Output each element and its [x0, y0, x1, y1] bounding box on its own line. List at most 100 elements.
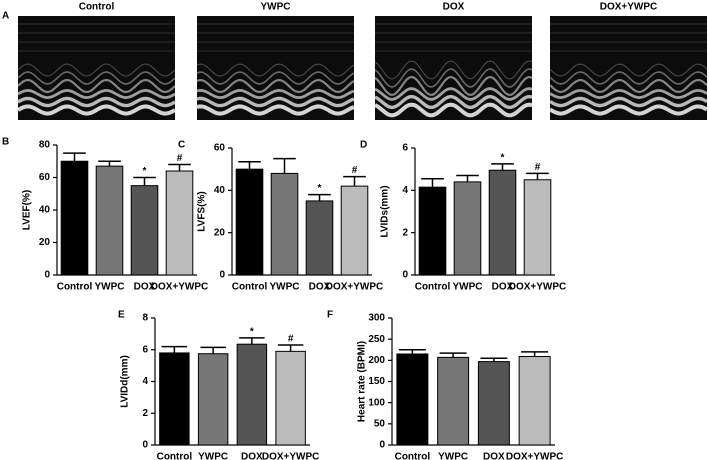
y-tick-label: 2 [402, 227, 408, 238]
bar [130, 185, 159, 276]
bar [437, 356, 470, 446]
y-tick-label: 50 [374, 418, 386, 429]
y-tick-label: 20 [214, 227, 226, 238]
echo-trace [196, 71, 355, 85]
echo-trace [374, 60, 533, 80]
panel-label: C [178, 140, 185, 151]
y-tick-label: 80 [39, 140, 51, 151]
echo-trace [549, 104, 708, 116]
panel-label: F [327, 310, 333, 321]
echo-trace [196, 96, 355, 108]
y-tick-label: 60 [214, 143, 226, 154]
bar [396, 353, 429, 446]
echo-trace [549, 78, 708, 94]
significance-mark: # [288, 334, 294, 345]
y-tick-label: 150 [368, 376, 385, 387]
echo-trace [549, 96, 708, 108]
echo-trace [196, 104, 355, 116]
x-tick-label: Control [157, 452, 193, 460]
bar [270, 172, 299, 276]
panel-label: B [2, 137, 9, 148]
echo-trace [196, 88, 355, 100]
image-title: YWPC [261, 2, 291, 13]
x-tick-label: DOX+YWPC [326, 282, 384, 293]
y-tick-label: 250 [368, 334, 385, 345]
bar [165, 170, 194, 276]
x-tick-label: DOX+YWPC [509, 282, 567, 293]
significance-mark: # [535, 162, 541, 173]
x-tick-label: DOX [492, 282, 514, 293]
echo-trace [17, 104, 176, 116]
echo-trace [17, 96, 176, 108]
significance-mark: * [501, 153, 505, 164]
y-tick-label: 20 [39, 237, 51, 248]
echo-trace [17, 63, 176, 77]
y-tick-label: 200 [368, 355, 385, 366]
echo-trace [549, 71, 708, 85]
y-tick-label: 0 [142, 440, 148, 451]
x-tick-label: YWPC [95, 282, 125, 293]
x-tick-label: DOX [134, 282, 156, 293]
y-tick-label: 40 [39, 205, 51, 216]
echo-trace [549, 63, 708, 77]
x-tick-label: YWPC [453, 282, 483, 293]
bar [159, 352, 190, 446]
significance-mark: # [352, 165, 358, 176]
y-axis-label: LVFS(%) [197, 191, 208, 231]
echo-trace [17, 88, 176, 100]
x-tick-label: Control [232, 282, 268, 293]
y-tick-label: 0 [219, 270, 225, 281]
bar [305, 200, 334, 276]
echo-trace [196, 63, 355, 77]
y-tick-label: 4 [402, 185, 408, 196]
bar [197, 353, 229, 446]
bar [235, 168, 264, 276]
y-axis-label: LVIDd(mm) [120, 355, 131, 408]
bar [275, 350, 306, 446]
y-tick-label: 8 [142, 313, 148, 324]
bar [523, 179, 552, 276]
echo-trace [549, 89, 708, 100]
y-tick-label: 4 [142, 376, 148, 387]
x-tick-label: DOX+YWPC [506, 452, 564, 460]
panel-label: E [118, 310, 125, 321]
bar [236, 343, 268, 446]
x-tick-label: Control [395, 452, 431, 460]
x-tick-label: Control [415, 282, 451, 293]
y-tick-label: 100 [368, 397, 385, 408]
x-tick-label: YWPC [198, 452, 228, 460]
x-tick-label: YWPC [438, 452, 468, 460]
x-tick-label: DOX [483, 452, 505, 460]
image-title: DOX+YWPC [600, 2, 658, 13]
y-axis-label: LVIDs(mm) [380, 185, 391, 237]
x-tick-label: DOX+YWPC [262, 452, 320, 460]
image-title: Control [79, 2, 115, 13]
bar [518, 356, 551, 446]
y-tick-label: 6 [402, 143, 408, 154]
echo-trace [374, 87, 533, 101]
y-tick-label: 0 [379, 440, 385, 451]
significance-mark: * [143, 166, 147, 177]
significance-mark: * [250, 326, 254, 337]
echo-trace [374, 68, 533, 88]
x-tick-label: YWPC [270, 282, 300, 293]
x-tick-label: DOX [241, 452, 263, 460]
y-tick-label: 6 [142, 344, 148, 355]
panel-label: A [2, 11, 9, 22]
x-tick-label: DOX+YWPC [151, 282, 209, 293]
panel-label: D [360, 140, 367, 151]
bar [488, 169, 517, 276]
y-tick-label: 300 [368, 313, 385, 324]
echo-trace [196, 78, 355, 94]
significance-mark: # [177, 153, 183, 164]
bar [95, 165, 124, 276]
bar [477, 361, 510, 446]
echo-trace [374, 102, 533, 118]
y-tick-label: 0 [44, 270, 50, 281]
y-axis-label: LVEF(%) [22, 190, 33, 230]
echo-trace [17, 71, 176, 85]
y-tick-label: 2 [142, 408, 148, 419]
y-tick-label: 60 [39, 172, 51, 183]
significance-mark: * [318, 183, 322, 194]
